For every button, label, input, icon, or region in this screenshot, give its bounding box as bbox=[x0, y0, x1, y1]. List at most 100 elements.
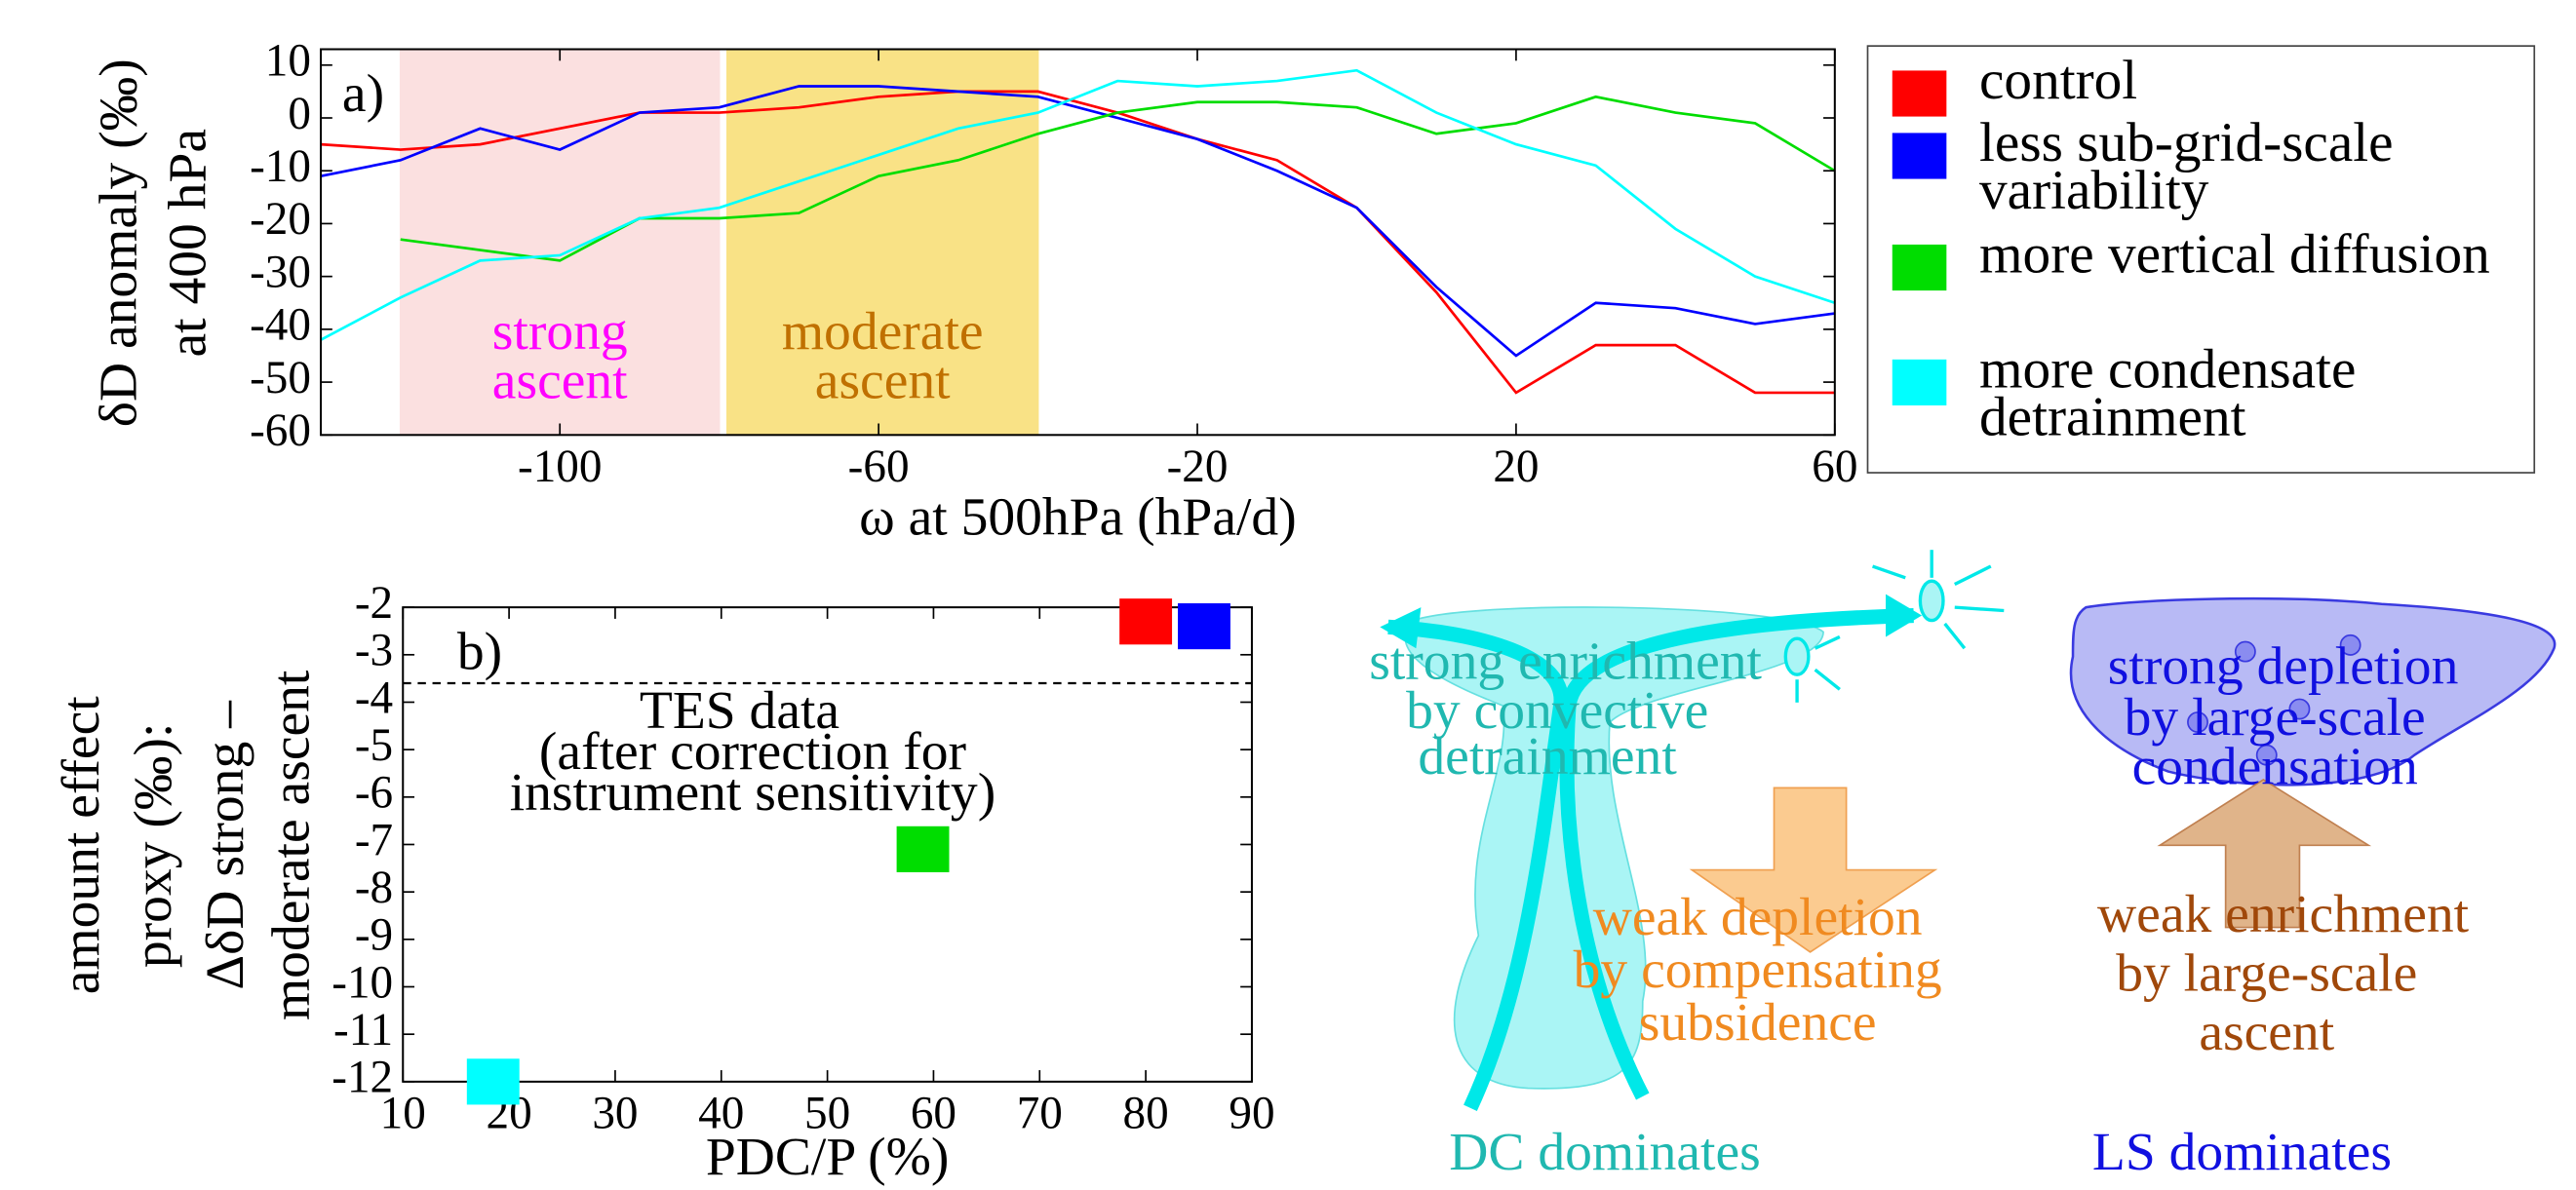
x-tick-label: -20 bbox=[1167, 441, 1229, 492]
legend-entry: more vertical diffusion bbox=[1979, 233, 2490, 287]
reference-label: (after correction for bbox=[539, 721, 967, 782]
x-tick-label: 80 bbox=[1123, 1089, 1169, 1139]
y-tick-label: -4 bbox=[355, 672, 393, 723]
x-tick-label: -100 bbox=[518, 441, 602, 492]
droplets bbox=[2187, 633, 2361, 766]
ascent-arrow bbox=[2157, 778, 2372, 929]
x-tick-label: 10 bbox=[380, 1089, 426, 1139]
plot-frame bbox=[402, 606, 1253, 1083]
x-tick-label: 20 bbox=[1493, 441, 1539, 492]
x-tick-label: 50 bbox=[804, 1089, 850, 1139]
y-axis-label: proxy (‰): bbox=[123, 723, 183, 969]
scatter-point bbox=[466, 1058, 520, 1105]
legend-entry: more condensate detrainment bbox=[1979, 348, 2357, 448]
x-tick-label: 90 bbox=[1229, 1089, 1274, 1139]
y-tick-label: -20 bbox=[250, 194, 311, 245]
y-tick-label: -8 bbox=[355, 863, 393, 913]
legend-label: control bbox=[1979, 58, 2138, 112]
y-tick-label: -12 bbox=[332, 1053, 393, 1103]
y-tick-label: 10 bbox=[265, 36, 311, 87]
x-tick-label: -60 bbox=[848, 441, 910, 492]
y-tick-label: -9 bbox=[355, 910, 393, 961]
detrainment-arrow bbox=[1387, 619, 1569, 1111]
stratiform-cloud bbox=[2069, 596, 2556, 787]
y-tick-label: -11 bbox=[333, 1005, 393, 1056]
series-line bbox=[320, 90, 1835, 395]
reference-label: instrument sensitivity) bbox=[510, 762, 996, 823]
dc-depletion: weak depletion bbox=[1593, 887, 1923, 947]
ls-diagram bbox=[2069, 596, 2556, 929]
legend-swatch bbox=[1892, 70, 1947, 117]
y-tick-label: -10 bbox=[250, 141, 311, 192]
ls-depletion: condensation bbox=[2132, 736, 2418, 796]
sparkle bbox=[1795, 550, 2005, 703]
plot-frame bbox=[320, 48, 1836, 437]
detrainment-arrow bbox=[1559, 607, 1914, 1100]
ls-depletion: by large-scale bbox=[2125, 687, 2426, 748]
arrow-head bbox=[1886, 594, 1923, 637]
legend-entry: less sub-grid-scale variability bbox=[1979, 121, 2394, 222]
x-tick-label: 30 bbox=[592, 1089, 638, 1139]
y-axis-label: ΔδD strong – bbox=[195, 700, 255, 990]
dc-enrichment: strong enrichment bbox=[1369, 632, 1762, 692]
arrow-head bbox=[1380, 607, 1422, 649]
series-line bbox=[320, 85, 1835, 358]
y-axis-label: moderate ascent bbox=[261, 670, 322, 1020]
x-axis-label: PDC/P (%) bbox=[706, 1127, 950, 1187]
ls-title: LS dominates bbox=[2092, 1122, 2392, 1182]
y-tick-label: 0 bbox=[288, 89, 311, 139]
reference-label: TES data bbox=[640, 680, 839, 741]
y-tick-label: -50 bbox=[250, 353, 311, 403]
scatter-point bbox=[1178, 603, 1230, 650]
droplet bbox=[1918, 579, 1945, 623]
x-tick-label: 60 bbox=[1812, 441, 1857, 492]
panel-label: a) bbox=[342, 63, 384, 124]
x-tick-label: 70 bbox=[1017, 1089, 1063, 1139]
y-tick-label: -10 bbox=[332, 957, 393, 1008]
ls-depletion: strong depletion bbox=[2108, 636, 2459, 697]
legend-label: more condensate detrainment bbox=[1979, 348, 2357, 448]
legend-label: less sub-grid-scale variability bbox=[1979, 121, 2394, 222]
legend-box bbox=[1866, 45, 2536, 474]
legend-swatch bbox=[1892, 244, 1947, 291]
dc-depletion: by compensating bbox=[1574, 940, 1942, 1000]
legend-entry: control bbox=[1979, 58, 2138, 112]
dc-diagram bbox=[1380, 550, 2005, 1111]
y-tick-label: -40 bbox=[250, 300, 311, 351]
scatter-point bbox=[896, 825, 950, 872]
x-tick-label: 40 bbox=[698, 1089, 744, 1139]
span-label: ascent bbox=[492, 351, 628, 411]
droplet bbox=[1783, 636, 1811, 676]
y-tick-label: -2 bbox=[355, 578, 393, 629]
series-line bbox=[320, 68, 1836, 341]
y-axis-label: δD anomaly (‰) bbox=[89, 58, 149, 427]
y-axis-label: at 400 hPa bbox=[157, 129, 217, 358]
y-tick-label: -7 bbox=[355, 815, 393, 865]
span-label: moderate bbox=[782, 301, 984, 362]
scatter-point bbox=[1119, 598, 1173, 645]
x-tick-label: 60 bbox=[911, 1089, 956, 1139]
legend-swatch bbox=[1892, 359, 1947, 405]
ls-enrichment: ascent bbox=[2199, 1002, 2334, 1062]
y-tick-label: -6 bbox=[355, 768, 393, 819]
y-tick-label: -3 bbox=[355, 626, 393, 676]
span-label: ascent bbox=[815, 351, 951, 411]
dc-enrichment: detrainment bbox=[1418, 726, 1677, 787]
subsidence-arrow bbox=[1689, 787, 1938, 953]
panel-label: b) bbox=[457, 621, 502, 681]
ls-enrichment: by large-scale bbox=[2116, 942, 2417, 1003]
y-axis-label: amount effect bbox=[51, 696, 111, 995]
span-label: strong bbox=[492, 301, 628, 362]
dc-depletion: subsidence bbox=[1639, 992, 1877, 1053]
x-axis-label: ω at 500hPa (hPa/d) bbox=[859, 486, 1297, 547]
dc-enrichment: by convective bbox=[1406, 680, 1708, 741]
diagram-text: strong enrichment by convective detrainm… bbox=[1369, 632, 2469, 1183]
dc-title: DC dominates bbox=[1449, 1122, 1760, 1182]
legend-label: more vertical diffusion bbox=[1979, 233, 2490, 287]
legend-swatch bbox=[1892, 133, 1947, 179]
y-tick-label: -60 bbox=[250, 405, 311, 456]
ls-enrichment: weak enrichment bbox=[2097, 884, 2470, 944]
y-tick-label: -5 bbox=[355, 720, 393, 771]
